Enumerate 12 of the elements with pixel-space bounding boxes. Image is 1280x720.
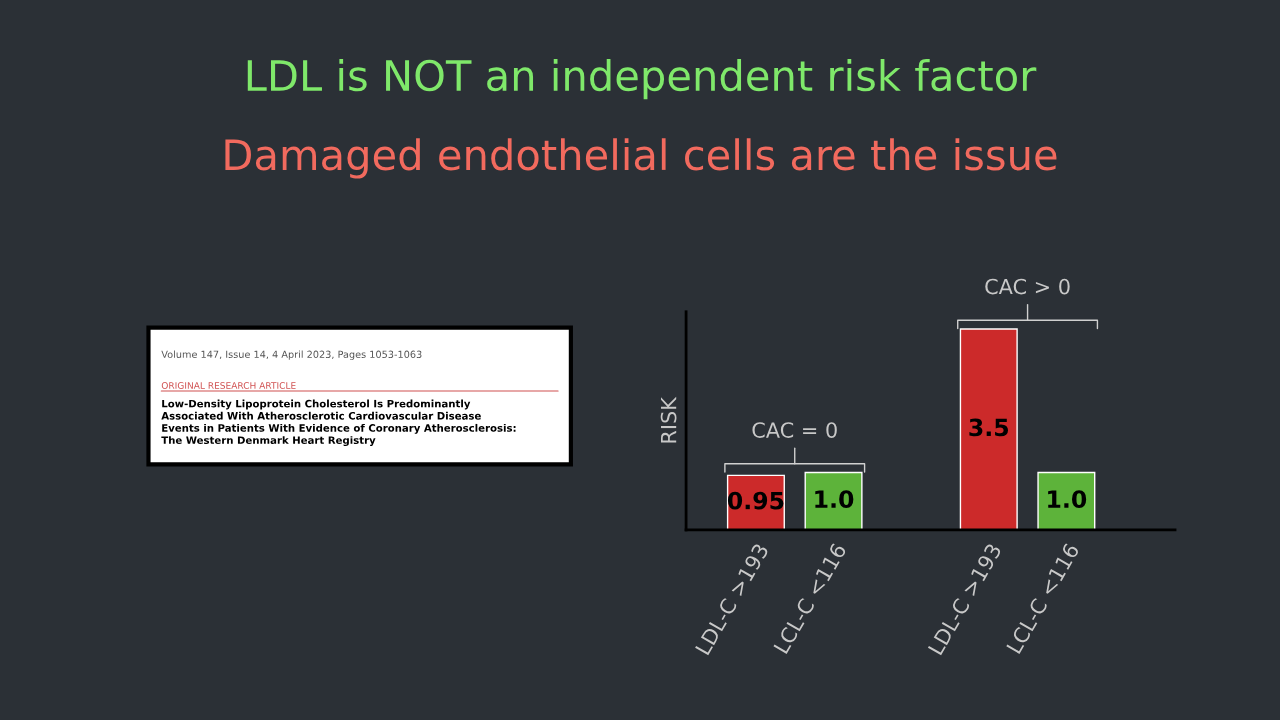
data-label: 3.5 [969,418,1009,437]
chart-subtitle: Damaged endothelial cells are the issue [225,138,1057,179]
text: CAC > 0 [985,278,1070,295]
y-axis-title: RISK [660,396,677,443]
text: Low-Density Lipoprotein Cholesterol Is Predominantly Associated With Atherosclerotic Cardiovascular Disease Events in Patients With Evidence of Coronary Atherosclerosis: The Western Denmark Heart Registry [161,399,516,447]
data-label: 1.0 [1048,490,1087,509]
data-label: 0.95 [727,491,784,510]
text: ORIGINAL RESEARCH ARTICLE [161,382,296,389]
text: Volume 147, Issue 14, 4 April 2023, Pages 1053-1063 [161,350,422,360]
annotation: CAC = 0 [752,422,837,438]
chart-title: LDL is NOT an independent risk factor [247,59,1037,100]
data-label: 1.0 [815,490,854,509]
